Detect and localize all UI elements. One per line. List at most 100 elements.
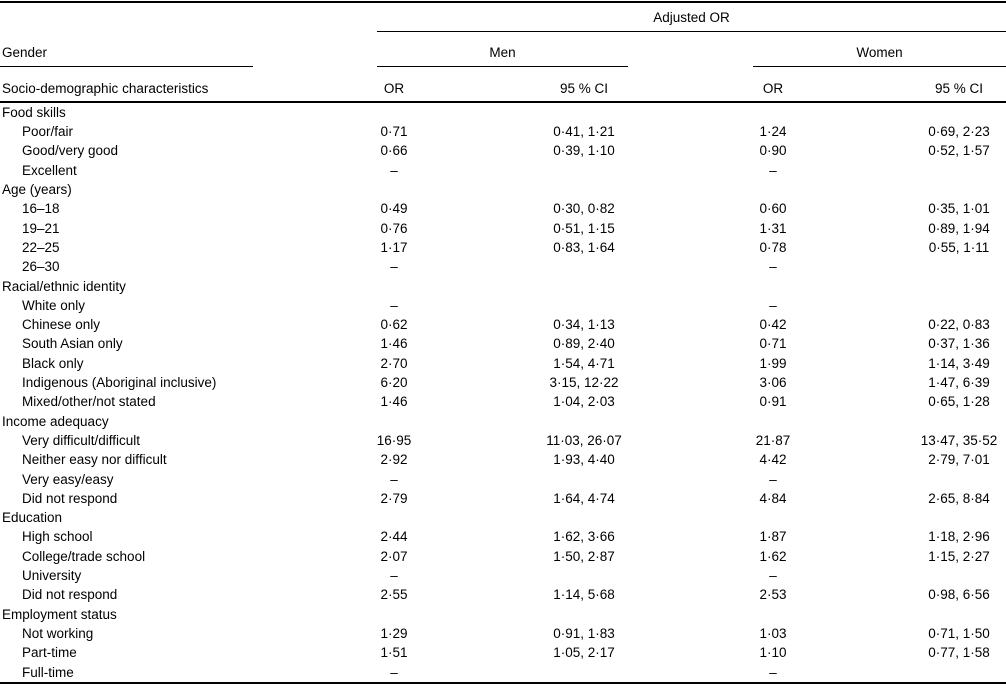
group-header-band: Gender Men Women — [0, 32, 1006, 67]
men-or-cell: 0·71 — [380, 124, 408, 140]
row-label: Indigenous (Aboriginal inclusive) — [22, 375, 217, 391]
women-or-cell: 1·10 — [759, 645, 787, 661]
women-ci-cell: 0·69, 2·23 — [928, 124, 990, 140]
adjusted-or-band: Adjusted OR — [0, 3, 1006, 32]
women-ci-header: 95 % CI — [934, 80, 984, 96]
women-ci-cell: 1·18, 2·96 — [928, 529, 990, 545]
men-or-cell: 2·44 — [380, 529, 408, 545]
row-label: Poor/fair — [22, 124, 74, 140]
women-or-cell: 1·87 — [759, 529, 787, 545]
row-label: Full-time — [22, 664, 74, 680]
women-ci-cell: 2·79, 7·01 — [928, 452, 990, 468]
row-label: White only — [22, 297, 86, 313]
men-or-cell: 1·46 — [380, 336, 408, 352]
women-or-cell: 1·03 — [759, 625, 787, 641]
data-row: Excellent – – — [0, 161, 1006, 180]
row-label: College/trade school — [22, 548, 146, 564]
adjusted-or-header: Adjusted OR — [377, 10, 1006, 32]
men-ci-cell: 1·64, 4·74 — [553, 490, 615, 506]
category-row: Employment status — [0, 605, 1006, 624]
women-or-cell: 0·42 — [759, 317, 787, 333]
data-row: Chinese only 0·62 0·34, 1·13 0·42 0·22, 0·83 — [0, 315, 1006, 334]
men-ci-cell: 1·50, 2·87 — [553, 548, 615, 564]
men-ci-cell: 1·05, 2·17 — [553, 645, 615, 661]
row-label: Black only — [22, 355, 84, 371]
men-or-cell: 1·29 — [380, 625, 408, 641]
category-label: Racial/ethnic identity — [2, 278, 126, 294]
men-or-cell: – — [390, 297, 398, 313]
men-ci-cell: 0·51, 1·15 — [553, 220, 615, 236]
men-or-cell: 2·55 — [380, 587, 408, 603]
men-or-cell: 1·17 — [380, 239, 408, 255]
data-row: Indigenous (Aboriginal inclusive) 6·20 3·1… — [0, 373, 1006, 392]
row-label: Not working — [22, 625, 94, 641]
women-or-cell: 0·71 — [759, 336, 787, 352]
men-or-cell: 0·49 — [380, 201, 408, 217]
row-label: Mixed/other/not stated — [22, 394, 156, 410]
category-row: Age (years) — [0, 180, 1006, 199]
women-or-cell: 4·84 — [759, 490, 787, 506]
data-row: Mixed/other/not stated 1·46 1·04, 2·03 0·91… — [0, 392, 1006, 411]
data-row: Did not respond 2·55 1·14, 5·68 2·53 0·98, 6… — [0, 585, 1006, 604]
row-label: Neither easy nor difficult — [22, 452, 167, 468]
row-label: Did not respond — [22, 587, 118, 603]
women-or-cell: – — [769, 568, 777, 584]
row-label: Good/very good — [22, 143, 119, 159]
men-or-cell: – — [390, 259, 398, 275]
men-ci-cell: 11·03, 26·07 — [546, 432, 622, 448]
women-ci-cell: 0·98, 6·56 — [928, 587, 990, 603]
row-label: Did not respond — [22, 490, 118, 506]
row-label: Very easy/easy — [22, 471, 114, 487]
women-or-cell: – — [769, 471, 777, 487]
men-or-cell: – — [390, 162, 398, 178]
women-or-cell: 0·90 — [759, 143, 787, 159]
table-bottom-rule — [0, 681, 1006, 684]
men-or-cell: 0·76 — [380, 220, 408, 236]
men-ci-cell: 1·54, 4·71 — [553, 355, 615, 371]
women-or-cell: – — [769, 664, 777, 680]
row-label: 19–21 — [22, 220, 60, 236]
men-or-cell: 16·95 — [376, 432, 412, 448]
men-or-cell: – — [390, 568, 398, 584]
men-group-header: Men — [377, 45, 628, 67]
men-ci-cell: 0·89, 2·40 — [553, 336, 615, 352]
men-or-cell: 6·20 — [380, 375, 408, 391]
men-or-cell: – — [390, 664, 398, 680]
men-or-cell: 2·70 — [380, 355, 408, 371]
row-label: 26–30 — [22, 259, 60, 275]
men-ci-cell: 0·34, 1·13 — [553, 317, 615, 333]
row-label: High school — [22, 529, 93, 545]
women-or-cell: – — [769, 297, 777, 313]
sociodemographic-header: Socio-demographic characteristics — [2, 80, 209, 96]
data-row: Part-time 1·51 1·05, 2·17 1·10 0·77, 1·58 — [0, 643, 1006, 662]
women-or-cell: 2·53 — [759, 587, 787, 603]
data-row: 26–30 – – — [0, 257, 1006, 276]
men-or-cell: 2·07 — [380, 548, 408, 564]
men-or-cell: 2·92 — [380, 452, 408, 468]
data-row: Good/very good 0·66 0·39, 1·10 0·90 0·52, 1·… — [0, 142, 1006, 161]
men-ci-cell: 0·39, 1·10 — [553, 143, 615, 159]
men-or-cell: 1·46 — [380, 394, 408, 410]
women-ci-cell: 0·65, 1·28 — [928, 394, 990, 410]
data-row: 16–18 0·49 0·30, 0·82 0·60 0·35, 1·01 — [0, 199, 1006, 218]
women-ci-cell: 13·47, 35·52 — [920, 432, 998, 448]
row-label: University — [22, 568, 82, 584]
data-row: Full-time – – — [0, 663, 1006, 682]
column-header-band: Socio-demographic characteristics OR 95 … — [0, 67, 1006, 101]
men-ci-header: 95 % CI — [559, 80, 609, 96]
category-row: Racial/ethnic identity — [0, 277, 1006, 296]
women-or-header: OR — [762, 80, 784, 96]
category-label: Employment status — [2, 606, 117, 622]
gender-header: Gender — [0, 45, 253, 67]
men-ci-cell: 1·62, 3·66 — [553, 529, 615, 545]
men-or-cell: 0·62 — [380, 317, 408, 333]
women-or-cell: 0·60 — [759, 201, 787, 217]
men-ci-cell: 0·41, 1·21 — [553, 124, 615, 140]
women-ci-cell: 0·89, 1·94 — [928, 220, 990, 236]
women-or-cell: – — [769, 259, 777, 275]
data-row: Very easy/easy – – — [0, 470, 1006, 489]
row-label: Very difficult/difficult — [22, 432, 141, 448]
women-ci-cell: 0·55, 1·11 — [928, 239, 990, 255]
row-label: South Asian only — [22, 336, 123, 352]
row-label: Part-time — [22, 645, 77, 661]
